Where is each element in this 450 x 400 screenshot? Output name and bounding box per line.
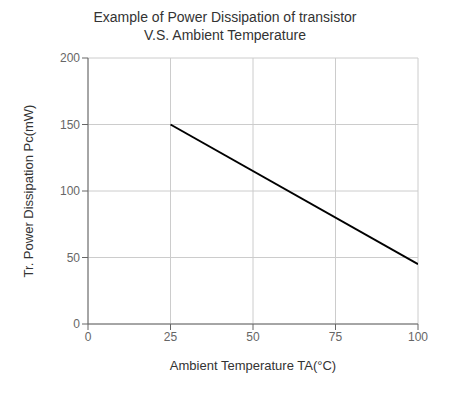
svg-text:50: 50 (67, 251, 81, 265)
svg-text:75: 75 (329, 330, 343, 344)
svg-text:0: 0 (73, 317, 80, 331)
svg-text:Tr. Power Dissipation Pc(mW): Tr. Power Dissipation Pc(mW) (21, 105, 36, 278)
svg-text:200: 200 (60, 51, 80, 65)
html-text:V.S. Ambient Temperature: V.S. Ambient Temperature (144, 27, 306, 43)
svg-text:100: 100 (408, 330, 428, 344)
html-text:Example of Power Dissipation o: Example of Power Dissipation of transist… (93, 9, 357, 25)
svg-text:150: 150 (60, 118, 80, 132)
svg-text:0: 0 (85, 330, 92, 344)
svg-text:100: 100 (60, 184, 80, 198)
svg-text:50: 50 (246, 330, 260, 344)
svg-text:Ambient Temperature TA(°C): Ambient Temperature TA(°C) (170, 358, 336, 373)
svg-text:25: 25 (164, 330, 178, 344)
